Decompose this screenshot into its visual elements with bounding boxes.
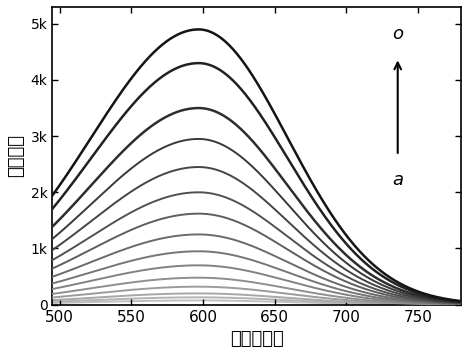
Text: a: a [392, 171, 403, 189]
Text: o: o [392, 24, 403, 43]
Y-axis label: 荧光强度: 荧光强度 [7, 134, 25, 177]
X-axis label: 波长／纳米: 波长／纳米 [230, 330, 284, 348]
